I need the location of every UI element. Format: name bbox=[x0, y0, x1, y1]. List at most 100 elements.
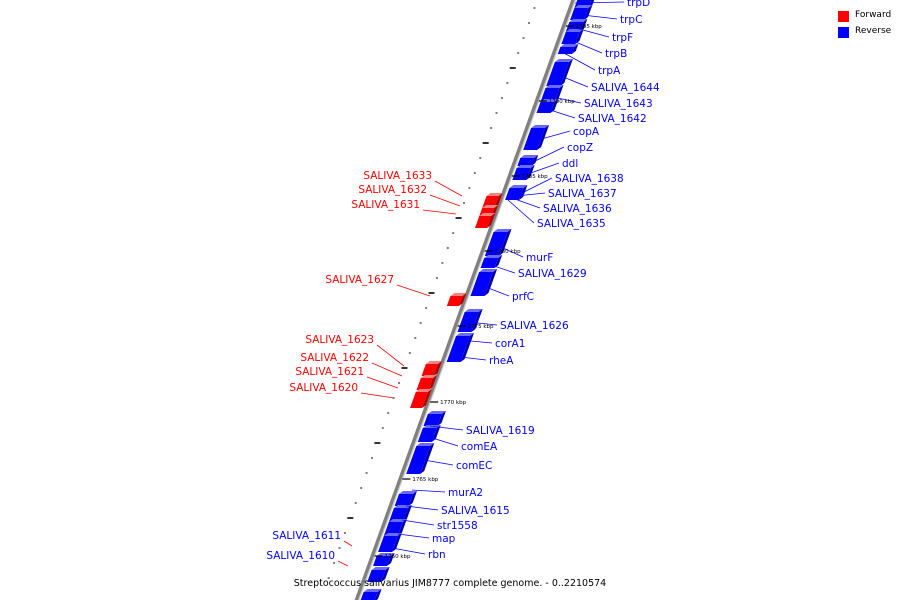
reverse-gene-label: SALIVA_1635 bbox=[537, 218, 606, 230]
reverse-leader-line bbox=[493, 243, 524, 258]
reverse-leader-line bbox=[451, 355, 487, 361]
forward-gene-label: SALIVA_1623 bbox=[305, 334, 374, 346]
reverse-gene-label: SALIVA_1619 bbox=[466, 425, 535, 437]
reverse-leader-line bbox=[573, 13, 618, 20]
reverse-gene-box bbox=[406, 443, 435, 474]
scale-tick-label: 1765 kbp bbox=[412, 477, 438, 483]
forward-leader-line bbox=[343, 540, 353, 547]
reverse-leader-line bbox=[429, 425, 464, 431]
reverse-gene-label: rbn bbox=[428, 549, 446, 561]
reverse-gene-label: SALIVA_1637 bbox=[548, 188, 617, 200]
reverse-gene-box bbox=[394, 491, 417, 506]
scale-tick-label: 1780 kbp bbox=[495, 249, 521, 255]
reverse-gene-label: str1558 bbox=[437, 520, 478, 532]
reverse-gene-box bbox=[372, 553, 395, 566]
reverse-gene-label: ddl bbox=[562, 158, 578, 170]
reverse-leader-line bbox=[532, 146, 565, 163]
forward-leader-line bbox=[360, 392, 395, 399]
forward-gene-box bbox=[446, 293, 467, 306]
reverse-gene-box bbox=[446, 333, 475, 362]
reverse-leader-line bbox=[411, 489, 446, 493]
forward-gene-label: SALIVA_1627 bbox=[325, 274, 394, 286]
reverse-leader-line bbox=[405, 505, 439, 511]
reverse-gene-box bbox=[470, 269, 498, 296]
forward-gene-box bbox=[410, 389, 432, 408]
reverse-gene-label: SALIVA_1638 bbox=[555, 173, 624, 185]
reverse-leader-line bbox=[515, 192, 546, 197]
forward-gene-label: SALIVA_1620 bbox=[289, 382, 358, 394]
reverse-leader-line bbox=[459, 339, 493, 344]
reverse-leader-line bbox=[397, 533, 430, 539]
reverse-leader-line bbox=[565, 37, 603, 54]
minor-tick-dashes bbox=[327, 7, 536, 579]
reverse-gene-label: SALIVA_1636 bbox=[543, 203, 612, 215]
reverse-gene-label: trpD bbox=[627, 0, 650, 9]
forward-leader-line bbox=[337, 560, 349, 567]
forward-gene-label: SALIVA_1622 bbox=[300, 352, 369, 364]
scale-tick-label: 1770 kbp bbox=[440, 400, 466, 406]
legend-item-reverse: Reverse bbox=[838, 25, 900, 41]
reverse-leader-line bbox=[511, 197, 541, 209]
reverse-leader-line bbox=[423, 459, 454, 466]
reverse-gene-label: murA2 bbox=[448, 487, 483, 499]
reverse-gene-box bbox=[505, 185, 528, 200]
reverse-gene-label: SALIVA_1626 bbox=[500, 320, 569, 332]
reverse-gene-box bbox=[561, 29, 584, 44]
reverse-swatch bbox=[838, 27, 849, 38]
reverse-leader-line bbox=[547, 95, 582, 104]
genome-backbone-highlight bbox=[358, 0, 576, 600]
forward-leader-line bbox=[376, 344, 405, 367]
reverse-gene-label: copZ bbox=[567, 142, 593, 154]
reverse-gene-box bbox=[423, 411, 446, 426]
legend-item-forward: Forward bbox=[838, 9, 900, 25]
reverse-gene-label: trpC bbox=[620, 14, 642, 26]
forward-gene-label: SALIVA_1631 bbox=[351, 199, 420, 211]
forward-gene-box bbox=[474, 213, 496, 228]
scale-tick-label: 1760 kbp bbox=[385, 554, 411, 560]
forward-leader-line bbox=[371, 362, 403, 377]
reverse-leader-line bbox=[543, 107, 576, 119]
reverse-leader-line bbox=[574, 1, 625, 4]
reverse-gene-label: comEA bbox=[461, 441, 498, 453]
reverse-leader-line bbox=[555, 73, 589, 88]
scale-tick-label: 1790 kbp bbox=[549, 99, 575, 105]
forward-gene-label: SALIVA_1621 bbox=[295, 366, 364, 378]
genome-backbone bbox=[354, 0, 576, 600]
forward-swatch bbox=[838, 11, 849, 22]
reverse-gene-box bbox=[546, 59, 573, 86]
reverse-gene-box bbox=[367, 567, 390, 582]
label-leader-lines bbox=[337, 1, 625, 567]
reverse-leader-line bbox=[425, 435, 459, 447]
forward-leader-line bbox=[429, 194, 461, 207]
reverse-gene-box bbox=[480, 255, 503, 268]
reverse-leader-line bbox=[519, 177, 553, 195]
reverse-gene-label: prfC bbox=[512, 291, 534, 303]
reverse-leader-line bbox=[391, 547, 426, 555]
legend-label-forward: Forward bbox=[855, 10, 892, 20]
reverse-leader-line bbox=[401, 519, 435, 526]
reverse-gene-label: corA1 bbox=[495, 338, 525, 350]
reverse-leader-line bbox=[467, 321, 498, 326]
forward-leader-line bbox=[366, 376, 399, 389]
forward-gene-label: SALIVA_1611 bbox=[272, 530, 341, 542]
reverse-gene-track bbox=[360, 0, 595, 600]
forward-leader-line bbox=[396, 284, 431, 297]
reverse-leader-line bbox=[507, 199, 535, 224]
forward-gene-label: SALIVA_1610 bbox=[266, 550, 335, 562]
reverse-leader-line bbox=[477, 283, 510, 297]
scale-ticks: 1795 kbp 1790 kbp 1785 kbp 1780 kbp 1775 kbp… bbox=[374, 24, 602, 560]
gene-labels: trpD trpC trpF trpB trpA SALIVA_1644 SALIVA_16… bbox=[266, 0, 660, 562]
reverse-leader-line bbox=[527, 162, 560, 175]
reverse-leader-line bbox=[537, 130, 571, 141]
reverse-leader-line bbox=[561, 51, 596, 71]
forward-gene-label: SALIVA_1633 bbox=[363, 170, 432, 182]
reverse-gene-box bbox=[360, 589, 382, 600]
reverse-leader-line bbox=[567, 25, 610, 38]
reverse-gene-label: trpB bbox=[605, 48, 627, 60]
reverse-gene-box bbox=[484, 229, 512, 256]
reverse-gene-label: SALIVA_1643 bbox=[584, 98, 653, 110]
legend: Forward Reverse bbox=[838, 9, 900, 41]
scale-tick-label: 1775 kbp bbox=[468, 324, 494, 330]
reverse-gene-label: comEC bbox=[456, 460, 492, 472]
